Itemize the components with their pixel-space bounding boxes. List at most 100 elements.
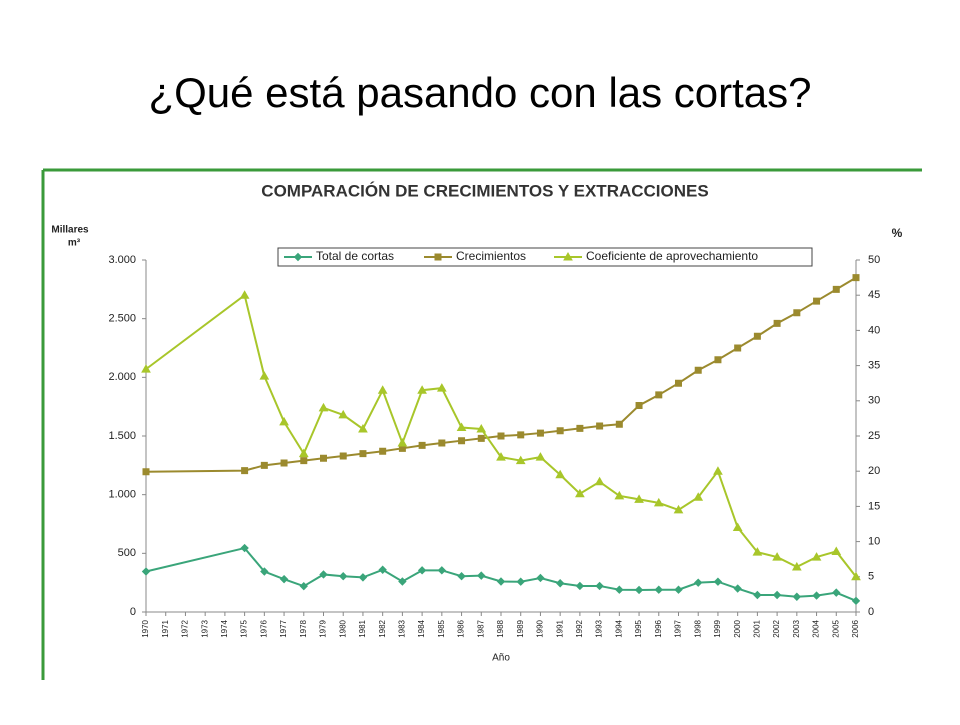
x-tick-label: 1999 — [713, 619, 722, 637]
x-tick-label: 2002 — [772, 619, 781, 637]
data-point — [635, 401, 643, 409]
x-tick-label: 1995 — [634, 619, 643, 637]
data-point — [851, 571, 861, 581]
data-point — [791, 561, 802, 571]
data-point — [280, 459, 288, 467]
data-point — [655, 391, 663, 399]
y2-tick-label: 45 — [868, 289, 880, 301]
data-point — [654, 585, 663, 594]
data-point — [555, 579, 565, 588]
data-point — [417, 566, 427, 575]
data-point — [634, 494, 644, 503]
data-point — [596, 422, 604, 430]
y-axis-label: m³ — [68, 238, 81, 249]
x-tick-label: 1986 — [457, 619, 466, 637]
y-tick-label: 2.000 — [108, 371, 136, 383]
x-tick-label: 1992 — [575, 619, 584, 637]
x-tick-label: 1997 — [674, 619, 683, 637]
data-point — [379, 447, 387, 455]
data-point — [300, 457, 308, 465]
data-point — [615, 420, 623, 428]
data-point — [536, 429, 544, 437]
legend-marker — [434, 253, 442, 261]
legend-marker — [563, 251, 573, 261]
x-tick-label: 1996 — [654, 619, 663, 637]
data-point — [141, 567, 151, 576]
data-point — [851, 596, 861, 606]
x-tick-label: 2005 — [831, 619, 840, 637]
data-point — [673, 504, 684, 514]
y-axis-label: Millares — [51, 225, 89, 236]
data-point — [279, 574, 289, 584]
data-point — [377, 385, 388, 394]
data-point — [319, 570, 328, 579]
data-point — [241, 467, 249, 475]
x-tick-label: 1993 — [595, 619, 604, 637]
data-point — [457, 572, 466, 581]
data-point — [496, 452, 506, 461]
data-point — [358, 423, 368, 433]
data-point — [556, 427, 564, 435]
data-point — [259, 371, 270, 380]
x-tick-label: 2006 — [851, 619, 860, 637]
x-tick-label: 1979 — [319, 619, 328, 637]
data-point — [793, 309, 801, 317]
data-point — [733, 584, 742, 593]
x-tick-label: 1998 — [693, 619, 702, 637]
data-point — [476, 423, 487, 433]
x-tick-label: 1973 — [200, 619, 209, 637]
x-tick-label: 1981 — [358, 619, 367, 637]
data-point — [298, 448, 309, 458]
data-point — [358, 573, 368, 582]
y-tick-label: 1.500 — [108, 430, 136, 442]
x-tick-label: 1985 — [437, 619, 446, 637]
x-tick-label: 1974 — [220, 619, 229, 637]
x-axis-label: Año — [492, 653, 510, 664]
y2-tick-label: 35 — [868, 360, 880, 372]
data-point — [260, 461, 268, 469]
data-point — [792, 592, 802, 601]
data-point — [339, 572, 348, 581]
data-point — [832, 285, 840, 293]
y2-tick-label: 25 — [868, 430, 880, 442]
data-point — [575, 488, 585, 498]
y-tick-label: 1.000 — [108, 489, 136, 501]
data-point — [615, 585, 624, 594]
data-point — [653, 497, 664, 507]
data-point — [142, 468, 150, 476]
data-point — [693, 492, 704, 501]
data-point — [714, 356, 722, 364]
data-point — [752, 547, 763, 556]
data-point — [438, 439, 446, 447]
data-point — [437, 566, 447, 575]
y2-tick-label: 50 — [868, 254, 880, 266]
data-point — [812, 591, 821, 600]
data-point — [713, 577, 723, 586]
x-tick-label: 2003 — [792, 619, 801, 637]
data-point — [515, 455, 526, 465]
y2-tick-label: 0 — [868, 606, 874, 618]
data-point — [773, 319, 781, 327]
data-point — [674, 585, 683, 594]
y-tick-label: 0 — [130, 606, 136, 618]
x-tick-label: 1987 — [476, 619, 485, 637]
data-point — [398, 577, 407, 586]
chart-title: COMPARACIÓN DE CRECIMIENTOS Y EXTRACCION… — [261, 181, 708, 200]
x-tick-label: 1984 — [417, 619, 426, 637]
data-point — [260, 567, 269, 576]
data-point — [397, 438, 408, 447]
data-point — [576, 424, 584, 432]
data-point — [753, 590, 762, 600]
data-point — [831, 546, 842, 555]
x-tick-label: 1990 — [536, 619, 545, 637]
legend-box — [277, 247, 813, 267]
data-point — [595, 581, 604, 591]
data-point — [832, 588, 841, 597]
data-point — [694, 578, 703, 587]
x-tick-label: 1982 — [378, 619, 387, 637]
legend-label: Crecimientos — [456, 249, 526, 263]
data-point — [634, 585, 644, 595]
data-point — [456, 422, 467, 432]
data-point — [732, 522, 743, 532]
